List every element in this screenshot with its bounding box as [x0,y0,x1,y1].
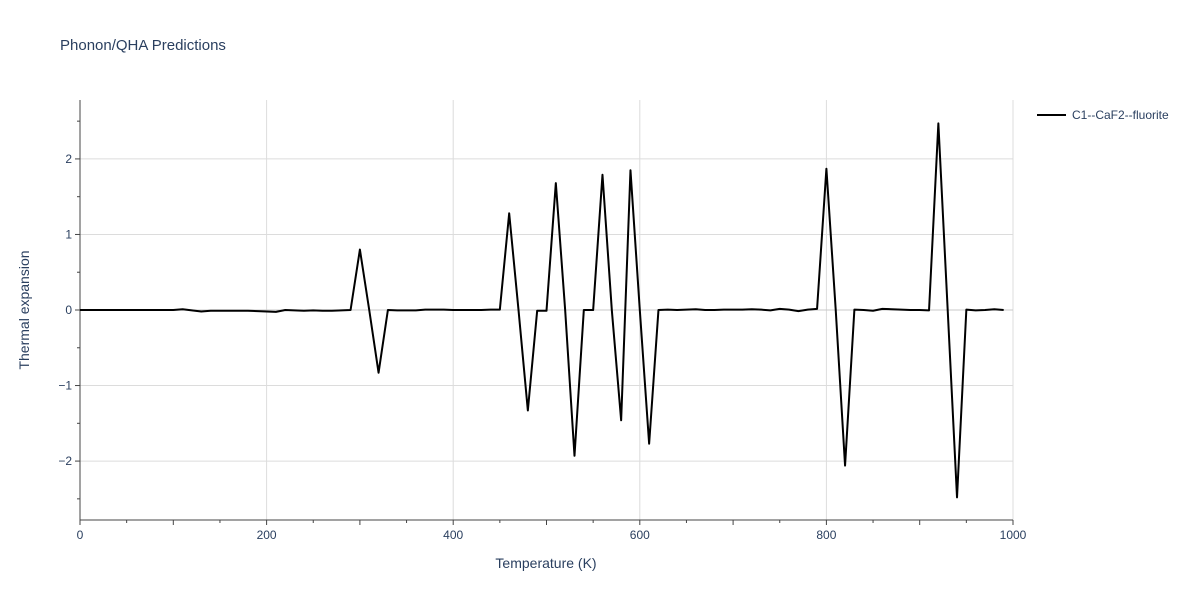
y-tick-label: −2 [58,454,72,468]
y-axis-title: Thermal expansion [16,250,32,369]
x-tick-label: 600 [630,528,650,542]
y-tick-label: 0 [65,303,72,317]
x-tick-label: 400 [443,528,463,542]
chart-title: Phonon/QHA Predictions [60,37,226,54]
x-tick-label: 800 [816,528,836,542]
legend[interactable]: C1--CaF2--fluorite [1037,108,1169,122]
y-tick-label: −1 [58,379,72,393]
axes: 0 200 400 600 800 1000 2 1 0 −1 −2 [58,100,1026,542]
x-tick-label: 0 [77,528,84,542]
legend-label: C1--CaF2--fluorite [1072,108,1169,122]
series-line [80,123,1004,497]
x-axis-title: Temperature (K) [495,555,596,571]
series-layer [80,123,1004,497]
legend-item[interactable]: C1--CaF2--fluorite [1037,108,1169,122]
y-tick-label: 1 [65,227,72,241]
x-tick-label: 1000 [1000,528,1027,542]
y-tick-label: 2 [65,152,72,166]
x-tick-label: 200 [257,528,277,542]
